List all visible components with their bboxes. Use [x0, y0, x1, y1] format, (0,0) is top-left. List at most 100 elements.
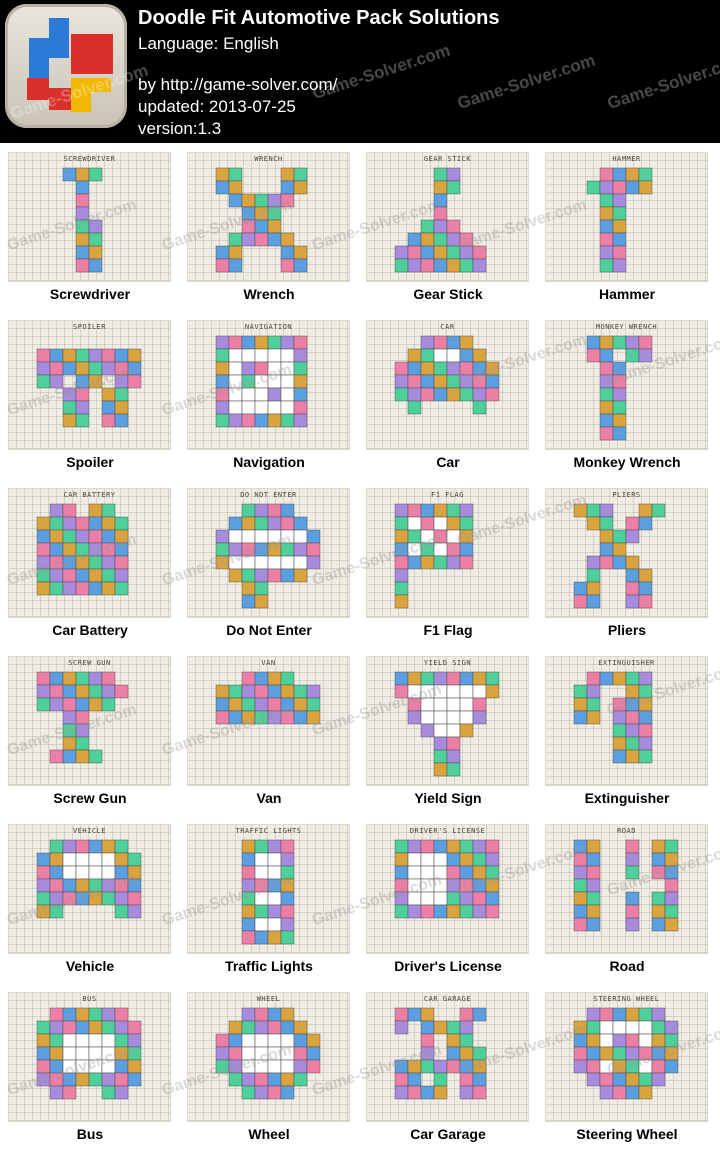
puzzle-name[interactable]: Extinguisher	[584, 790, 670, 806]
puzzle-block	[599, 387, 614, 402]
puzzle-name[interactable]: F1 Flag	[423, 622, 473, 638]
puzzle-block	[228, 568, 243, 583]
puzzle-name[interactable]: Screwdriver	[49, 286, 131, 302]
puzzle-card[interactable]: F1 FLAG F1 Flag	[358, 479, 538, 647]
puzzle-block	[228, 516, 243, 531]
puzzle-block	[573, 684, 588, 699]
puzzle-block	[241, 710, 256, 725]
puzzle-card[interactable]: MONKEY WRENCH Monkey Wrench	[537, 311, 717, 479]
puzzle-block	[101, 581, 116, 596]
puzzle-block	[49, 361, 64, 376]
puzzle-block	[267, 219, 282, 234]
puzzle-name[interactable]: Do Not Enter	[226, 622, 312, 638]
puzzle-block	[49, 529, 64, 544]
puzzle-block	[433, 684, 448, 699]
puzzle-name[interactable]: Van	[256, 790, 282, 806]
puzzle-name[interactable]: Steering Wheel	[576, 1126, 678, 1142]
puzzle-name[interactable]: Yield Sign	[414, 790, 482, 806]
puzzle-block	[241, 400, 256, 415]
puzzle-name[interactable]: Hammer	[598, 286, 656, 302]
puzzle-block	[49, 581, 64, 596]
puzzle-block	[599, 529, 614, 544]
puzzle-name[interactable]: Road	[609, 958, 645, 974]
puzzle-block	[267, 904, 282, 919]
puzzle-card[interactable]: VAN Van	[179, 647, 359, 815]
puzzle-card[interactable]: STEERING WHEEL Steering Wheel	[537, 983, 717, 1151]
puzzle-card[interactable]: CAR GARAGE Car Garage	[358, 983, 538, 1151]
puzzle-block	[280, 1007, 295, 1022]
puzzle-block	[420, 387, 435, 402]
puzzle-block	[215, 167, 230, 182]
puzzle-block	[228, 374, 243, 389]
puzzle-name[interactable]: Navigation	[233, 454, 305, 470]
puzzle-card[interactable]: HAMMER Hammer	[537, 143, 717, 311]
puzzle-name[interactable]: Traffic Lights	[225, 958, 313, 974]
puzzle-card[interactable]: DRIVER'S LICENSE Driver's License	[358, 815, 538, 983]
puzzle-name[interactable]: Bus	[76, 1126, 104, 1142]
puzzle-block	[254, 917, 269, 932]
puzzle-block	[114, 581, 129, 596]
puzzle-shape	[215, 503, 321, 609]
puzzle-block	[280, 180, 295, 195]
puzzle-block	[485, 684, 500, 699]
puzzle-block	[75, 891, 90, 906]
puzzle-block	[267, 891, 282, 906]
puzzle-block	[446, 180, 461, 195]
puzzle-solution-image: BUS	[8, 992, 171, 1122]
puzzle-block	[459, 387, 474, 402]
puzzle-block	[88, 1072, 103, 1087]
puzzle-block	[75, 348, 90, 363]
puzzle-card[interactable]: DO NOT ENTER Do Not Enter	[179, 479, 359, 647]
puzzle-card[interactable]: EXTINGUISHER Extinguisher	[537, 647, 717, 815]
puzzle-block	[599, 219, 614, 234]
puzzle-card[interactable]: CAR Car	[358, 311, 538, 479]
puzzle-block	[241, 529, 256, 544]
puzzle-card[interactable]: CAR BATTERY Car Battery	[0, 479, 180, 647]
puzzle-block	[459, 348, 474, 363]
puzzle-name[interactable]: Car Battery	[52, 622, 128, 638]
puzzle-card[interactable]: SPOILER Spoiler	[0, 311, 180, 479]
puzzle-card[interactable]: TRAFFIC LIGHTS Traffic Lights	[179, 815, 359, 983]
puzzle-name[interactable]: Wrench	[243, 286, 295, 302]
puzzle-card[interactable]: YIELD SIGN Yield Sign	[358, 647, 538, 815]
puzzle-block	[293, 529, 308, 544]
puzzle-name[interactable]: Monkey Wrench	[573, 454, 681, 470]
puzzle-inner-title: EXTINGUISHER	[598, 659, 655, 667]
puzzle-block	[599, 232, 614, 247]
puzzle-name[interactable]: Car	[436, 454, 460, 470]
puzzle-card[interactable]: SCREW GUN Screw Gun	[0, 647, 180, 815]
puzzle-card[interactable]: PLIERS Pliers	[537, 479, 717, 647]
puzzle-block	[88, 232, 103, 247]
puzzle-name[interactable]: Car Garage	[410, 1126, 486, 1142]
puzzle-card[interactable]: WRENCH Wrench	[179, 143, 359, 311]
puzzle-block	[293, 374, 308, 389]
puzzle-block	[459, 697, 474, 712]
puzzle-card[interactable]: VEHICLE Vehicle	[0, 815, 180, 983]
puzzle-card[interactable]: WHEEL Wheel	[179, 983, 359, 1151]
puzzle-block	[254, 206, 269, 221]
puzzle-card[interactable]: BUS Bus	[0, 983, 180, 1151]
puzzle-name[interactable]: Driver's License	[394, 958, 502, 974]
puzzle-block	[446, 542, 461, 557]
source-link[interactable]: by http://game-solver.com/	[138, 75, 338, 94]
puzzle-block	[241, 594, 256, 609]
puzzle-card[interactable]: SCREWDRIVER Screwdriver	[0, 143, 180, 311]
puzzle-name[interactable]: Wheel	[248, 1126, 290, 1142]
puzzle-block	[293, 555, 308, 570]
puzzle-block	[306, 1059, 321, 1074]
puzzle-block	[88, 852, 103, 867]
puzzle-name[interactable]: Vehicle	[65, 958, 115, 974]
puzzle-card[interactable]: NAVIGATION Navigation	[179, 311, 359, 479]
puzzle-name[interactable]: Gear Stick	[413, 286, 483, 302]
puzzle-block	[599, 193, 614, 208]
puzzle-card[interactable]: ROAD Road	[537, 815, 717, 983]
puzzle-block	[241, 865, 256, 880]
puzzle-name[interactable]: Pliers	[607, 622, 647, 638]
puzzle-name[interactable]: Screw Gun	[53, 790, 127, 806]
puzzle-block	[586, 852, 601, 867]
puzzle-block	[280, 400, 295, 415]
puzzle-block	[241, 374, 256, 389]
puzzle-card[interactable]: GEAR STICK Gear Stick	[358, 143, 538, 311]
puzzle-block	[241, 348, 256, 363]
puzzle-name[interactable]: Spoiler	[66, 454, 114, 470]
